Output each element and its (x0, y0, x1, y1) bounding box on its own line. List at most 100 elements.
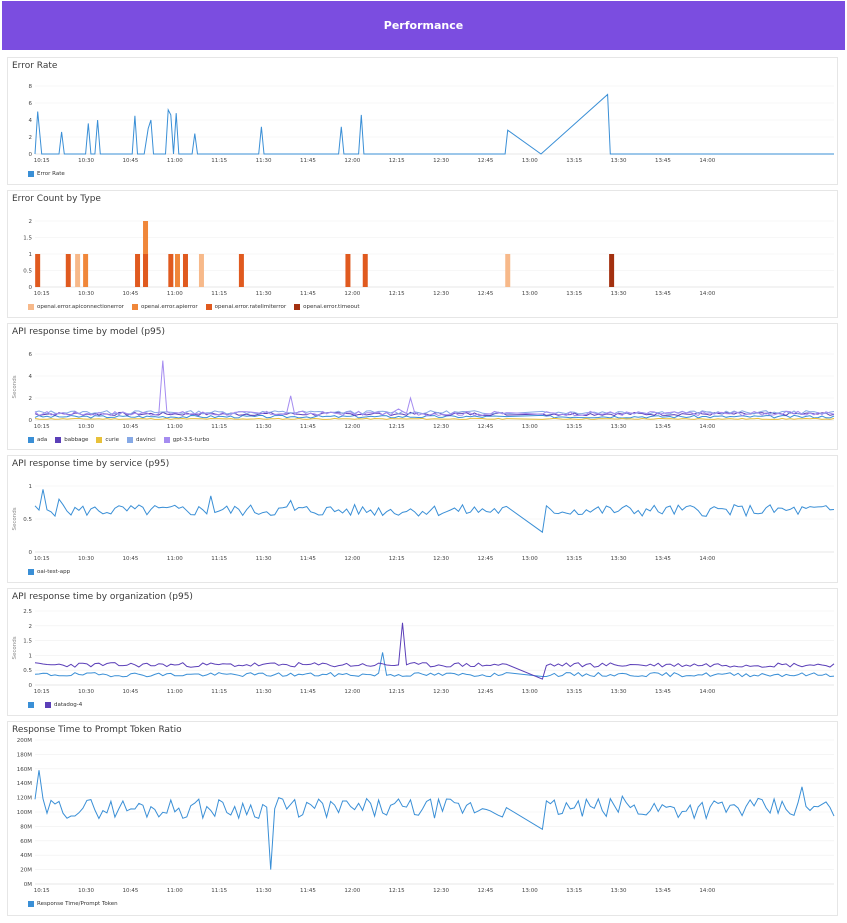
bar (182, 254, 188, 287)
x-tick-label: 13:45 (655, 424, 671, 430)
legend-item[interactable]: gpt-3.5-turbo (163, 437, 209, 443)
x-tick-label: 13:00 (522, 291, 538, 297)
chart-title: Error Rate (12, 61, 58, 71)
bar (75, 254, 81, 287)
legend-label: datadog-4 (54, 702, 83, 708)
x-tick-label: 12:30 (433, 888, 449, 894)
y-tick-label: 1 (29, 653, 33, 659)
y-tick-label: 0.5 (23, 269, 32, 275)
series-line (34, 410, 835, 415)
chart-legend: openai.error.apiconnectionerror openai.er… (28, 304, 360, 310)
x-tick-label: 11:45 (300, 291, 316, 297)
chart-title: Error Count by Type (12, 194, 101, 204)
legend-label: Error Rate (37, 171, 65, 177)
bar (135, 254, 141, 287)
x-tick-label: 13:15 (566, 689, 582, 695)
x-tick-label: 13:00 (522, 689, 538, 695)
chart-svg: 0 0.5 1 1.5 2 2.5 Seconds 10:15 10:30 10:45 11:00 1… (12, 609, 835, 695)
y-tick-label: 100M (17, 810, 32, 816)
y-tick-label: 2 (29, 396, 33, 402)
series-line (34, 489, 835, 534)
x-tick-label: 12:45 (478, 291, 494, 297)
y-tick-label: 6 (29, 101, 33, 107)
legend-item[interactable]: oai-test-app (28, 569, 70, 575)
y-tick-label: 60M (20, 839, 32, 845)
chart-title: API response time by service (p95) (12, 459, 170, 469)
x-tick-label: 12:00 (344, 556, 360, 562)
legend-swatch (28, 304, 34, 310)
y-tick-label: 0M (24, 882, 32, 888)
x-tick-label: 11:45 (300, 888, 316, 894)
legend-label: openai.error.ratelimiterror (214, 304, 287, 310)
legend-swatch (28, 569, 34, 575)
x-tick-label: 13:00 (522, 556, 538, 562)
x-tick-label: 14:00 (699, 556, 715, 562)
bar (143, 254, 149, 287)
legend-swatch (45, 702, 51, 708)
x-tick-label: 10:45 (122, 689, 138, 695)
legend-swatch (28, 901, 34, 907)
x-tick-label: 10:45 (122, 556, 138, 562)
x-tick-label: 12:15 (389, 888, 405, 894)
legend-item[interactable] (28, 702, 37, 708)
legend-label: openai.error.apierror (140, 304, 198, 310)
x-tick-label: 11:30 (256, 291, 272, 297)
chart-svg: 0 2 4 6 8 10:15 10:30 10:45 11:00 11:15 11:30 11:45… (29, 84, 834, 164)
legend-item[interactable]: Response Time/Prompt Token (28, 901, 118, 907)
legend-item[interactable]: openai.error.ratelimiterror (205, 304, 287, 310)
legend-item[interactable]: babbage (55, 437, 88, 443)
x-tick-label: 12:30 (433, 424, 449, 430)
legend-item[interactable]: Error Rate (28, 171, 65, 177)
chart-legend: oai-test-app (28, 569, 70, 575)
series-line (34, 360, 835, 417)
y-tick-label: 80M (20, 824, 32, 830)
x-tick-label: 12:00 (344, 158, 360, 164)
x-tick-label: 12:30 (433, 291, 449, 297)
legend-swatch (131, 304, 138, 310)
legend-swatch (55, 437, 62, 443)
y-tick-label: 180M (17, 752, 32, 758)
legend-item[interactable]: openai.error.apiconnectionerror (28, 304, 124, 310)
legend-item[interactable]: openai.error.timeout (294, 304, 360, 310)
x-tick-label: 10:30 (78, 291, 94, 297)
chart-panel-3: API response time by model (p95) 0 2 4 6 Seco… (7, 323, 838, 450)
legend-swatch (28, 702, 34, 708)
legend-item[interactable]: davinci (127, 437, 156, 443)
bar (345, 254, 351, 287)
legend-item[interactable]: ada (28, 437, 47, 443)
x-tick-label: 12:30 (433, 158, 449, 164)
x-tick-label: 14:00 (699, 158, 715, 164)
x-tick-label: 12:00 (344, 424, 360, 430)
x-tick-label: 13:15 (566, 424, 582, 430)
series-line (34, 622, 835, 680)
x-tick-label: 10:15 (34, 158, 50, 164)
x-tick-label: 12:15 (389, 556, 405, 562)
legend-swatch (28, 171, 34, 177)
y-tick-label: 2.5 (23, 609, 32, 615)
y-axis-label: Seconds (12, 636, 18, 659)
x-tick-label: 11:15 (211, 158, 227, 164)
x-tick-label: 10:15 (34, 888, 50, 894)
legend-item[interactable]: curie (96, 437, 119, 443)
y-tick-label: 0 (29, 285, 33, 291)
chart-svg: 0 0.5 1 1.5 2 10:15 10:30 10:45 11:00 11:15 11:30 1… (23, 219, 834, 297)
legend-swatch (294, 304, 301, 310)
x-tick-label: 11:45 (300, 158, 316, 164)
legend-item[interactable]: datadog-4 (45, 702, 82, 708)
bar (609, 254, 615, 287)
series-line (34, 770, 835, 870)
x-tick-label: 11:15 (211, 556, 227, 562)
x-tick-label: 14:00 (699, 888, 715, 894)
chart-panel-1: Error Rate 0 2 4 6 8 10:15 10:30 10:45 11:00 11:15… (7, 57, 838, 185)
x-tick-label: 10:15 (34, 556, 50, 562)
legend-label: openai.error.timeout (303, 304, 360, 310)
y-tick-label: 1 (29, 484, 33, 490)
x-tick-label: 10:45 (122, 291, 138, 297)
x-tick-label: 13:30 (611, 424, 627, 430)
x-tick-label: 13:15 (566, 291, 582, 297)
x-tick-label: 10:30 (78, 556, 94, 562)
bar (174, 254, 180, 287)
legend-item[interactable]: openai.error.apierror (131, 304, 198, 310)
x-tick-label: 11:30 (256, 689, 272, 695)
chart-svg: 0 2 4 6 Seconds 10:15 10:30 10:45 11:00 11:15 11:3… (12, 352, 835, 430)
